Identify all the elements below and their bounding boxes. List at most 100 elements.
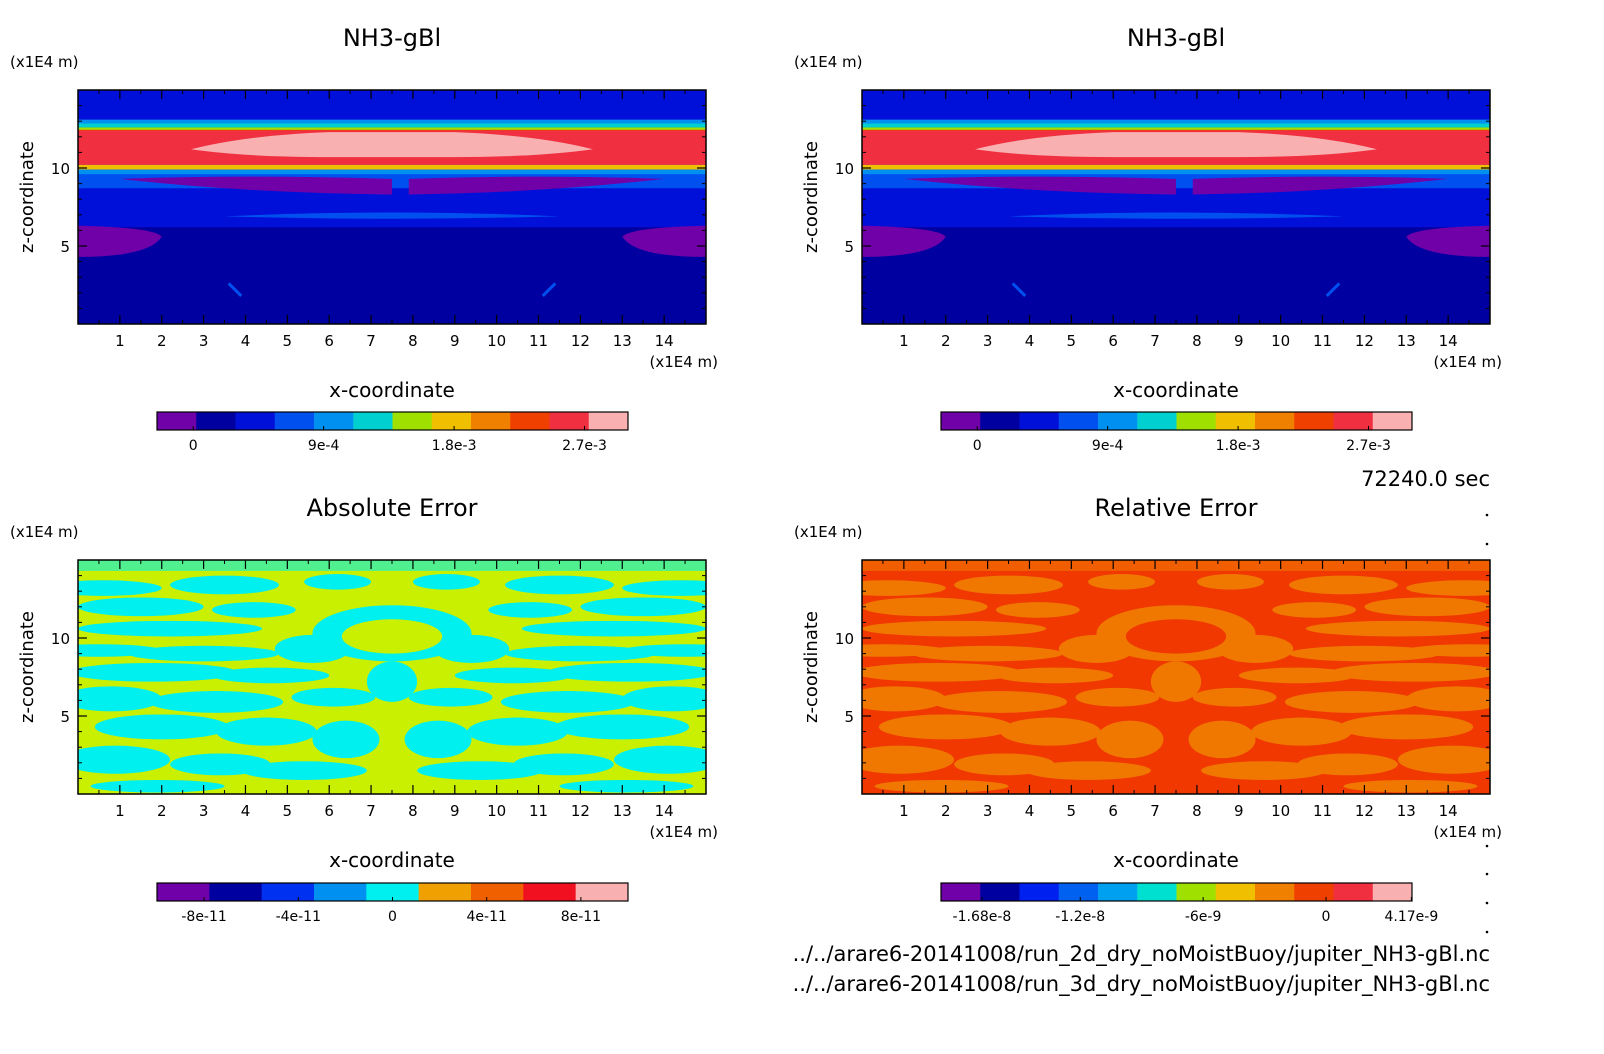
colorbar-swatch [1019, 412, 1060, 430]
y-tick-label: 10 [835, 160, 854, 178]
field-blob [505, 575, 614, 595]
colorbar-swatch [1294, 883, 1334, 901]
field-blob [862, 597, 988, 617]
field-blob [622, 686, 706, 712]
field-band [78, 560, 706, 571]
field-blob [467, 717, 568, 746]
y-tick-label: 10 [51, 630, 70, 648]
field-blob [1272, 602, 1357, 618]
x-tick-label: 9 [1234, 332, 1244, 350]
field-band [78, 164, 706, 170]
colorbar-swatch [274, 412, 315, 430]
field-blob [613, 745, 706, 774]
x-axis-label: x-coordinate [329, 378, 455, 402]
field-blob [1188, 720, 1256, 759]
x-tick-label: 12 [571, 332, 590, 350]
colorbar-swatch [1176, 883, 1217, 901]
y-tick-label: 10 [835, 630, 854, 648]
field-band [862, 127, 1490, 131]
x-tick-label: 6 [1108, 332, 1118, 350]
colorbar-swatch [1333, 412, 1374, 430]
field-band [862, 164, 1490, 170]
field-blob [500, 691, 635, 713]
x-tick-label: 13 [1397, 802, 1416, 820]
x-tick-label: 2 [157, 802, 167, 820]
field-blob [128, 645, 279, 662]
colorbar: 0 9e-4 1.8e-3 2.7e-3 [940, 411, 1413, 454]
x-tick-label: 5 [1067, 332, 1077, 350]
margin-dot [1485, 513, 1489, 517]
x-tick-label: 6 [324, 802, 334, 820]
field-blob [555, 714, 690, 740]
colorbar-tick-label: -4e-11 [276, 909, 321, 925]
field-blob [1238, 667, 1357, 684]
x-tick-label: 7 [1150, 332, 1160, 350]
colorbar-swatch [1098, 883, 1138, 901]
field-blob [78, 620, 263, 637]
x-tick-label: 3 [983, 802, 993, 820]
x-tick-label: 8 [1192, 802, 1202, 820]
field-band [78, 227, 706, 324]
field-blob [1088, 574, 1156, 590]
field-blob [878, 714, 1013, 740]
colorbar-tick-label: 9e-4 [1092, 438, 1124, 454]
x-tick-label: 8 [408, 332, 418, 350]
field-blob [1406, 580, 1490, 596]
x-tick-label: 13 [613, 332, 632, 350]
x-tick-label: 4 [241, 802, 251, 820]
colorbar-swatch [941, 412, 981, 430]
y-tick-label: 10 [51, 160, 70, 178]
colorbar-tick-label: 9e-4 [308, 438, 340, 454]
field-blob [1284, 691, 1419, 713]
field-blob [78, 662, 238, 682]
field-blob [622, 580, 706, 596]
colorbar-frame [940, 882, 1413, 902]
x-tick-label: 5 [1067, 802, 1077, 820]
y-tick-label: 5 [844, 238, 854, 256]
field-blob [304, 574, 372, 590]
x-tick-label: 14 [1439, 802, 1458, 820]
colorbar: -1.68e-8 -1.2e-8 -6e-9 0 4.17e-9 [940, 882, 1438, 925]
x-tick-label: 10 [1271, 332, 1290, 350]
field-region [191, 132, 593, 158]
time-label: 72240.0 sec [1361, 467, 1490, 491]
field-band [862, 560, 1490, 571]
annotations: 72240.0 sec ../../arare6-20141008/run_2d_… [793, 467, 1490, 997]
field-blob [1305, 620, 1490, 637]
colorbar-swatch [157, 412, 197, 430]
field-blob [995, 667, 1114, 684]
field-blob [211, 667, 330, 684]
colorbar-tick-label: -6e-9 [1185, 909, 1222, 925]
margin-dot [1485, 930, 1489, 934]
x-tick-label: 5 [283, 802, 293, 820]
field-region [78, 225, 162, 257]
x-tick-label: 14 [1439, 332, 1458, 350]
field-band [862, 169, 1490, 175]
colorbar-swatch [1255, 412, 1295, 430]
field-blob [580, 597, 706, 617]
colorbar-swatch [1215, 412, 1256, 430]
colorbar-swatch [418, 883, 472, 901]
file-path-1: ../../arare6-20141008/run_2d_dry_noMoist… [793, 942, 1490, 967]
x-tick-label: 3 [199, 332, 209, 350]
field-blob [78, 597, 204, 617]
field-blob [954, 575, 1063, 595]
margin-dot [1485, 844, 1489, 848]
y-tick-label: 5 [844, 708, 854, 726]
x-tick-label: 2 [941, 332, 951, 350]
field-blob [874, 779, 1009, 793]
plot-area [862, 90, 1490, 324]
field-blob [149, 691, 284, 713]
colorbar-frame [940, 411, 1413, 431]
field-streak [541, 282, 557, 297]
x-tick-label: 7 [1150, 802, 1160, 820]
colorbar-swatch [392, 412, 433, 430]
x-tick-label: 10 [487, 802, 506, 820]
x-tick-label: 10 [1271, 802, 1290, 820]
field-region [622, 225, 706, 257]
field-blob [862, 662, 1022, 682]
margin-dot [1485, 901, 1489, 905]
